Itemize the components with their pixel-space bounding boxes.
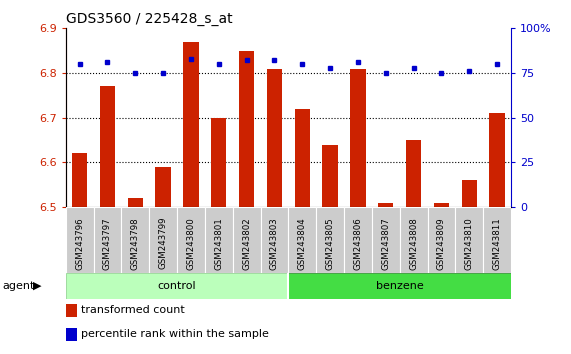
Text: GSM243798: GSM243798 <box>131 217 140 269</box>
Text: GSM243796: GSM243796 <box>75 217 84 269</box>
Text: GSM243803: GSM243803 <box>270 217 279 270</box>
Bar <box>461 180 477 207</box>
Text: GSM243808: GSM243808 <box>409 217 418 270</box>
Bar <box>288 207 316 273</box>
Text: GSM243811: GSM243811 <box>493 217 502 270</box>
Text: GSM243805: GSM243805 <box>325 217 335 270</box>
Bar <box>406 140 421 207</box>
Bar <box>66 273 288 299</box>
Bar <box>183 42 199 207</box>
Bar <box>456 207 483 273</box>
Bar <box>127 198 143 207</box>
Bar <box>288 273 511 299</box>
Bar <box>295 109 310 207</box>
Bar <box>344 207 372 273</box>
Text: GSM243801: GSM243801 <box>214 217 223 270</box>
Text: percentile rank within the sample: percentile rank within the sample <box>81 329 269 339</box>
Bar <box>323 144 338 207</box>
Bar <box>372 207 400 273</box>
Text: agent: agent <box>3 281 35 291</box>
Bar <box>94 207 122 273</box>
Bar <box>233 207 260 273</box>
Bar <box>72 154 87 207</box>
Bar <box>211 118 227 207</box>
Text: GSM243809: GSM243809 <box>437 217 446 269</box>
Text: GSM243807: GSM243807 <box>381 217 391 270</box>
Bar <box>205 207 233 273</box>
Bar <box>149 207 177 273</box>
Bar <box>400 207 428 273</box>
Bar <box>428 207 456 273</box>
Bar <box>267 69 282 207</box>
Bar <box>155 167 171 207</box>
Bar <box>483 207 511 273</box>
Text: GSM243800: GSM243800 <box>186 217 195 270</box>
Bar <box>434 202 449 207</box>
Text: transformed count: transformed count <box>81 305 185 315</box>
Bar <box>489 113 505 207</box>
Bar <box>350 69 365 207</box>
Text: GSM243797: GSM243797 <box>103 217 112 269</box>
Bar <box>66 304 77 316</box>
Bar <box>100 86 115 207</box>
Bar <box>378 202 393 207</box>
Text: benzene: benzene <box>376 281 424 291</box>
Bar <box>122 207 149 273</box>
Text: GDS3560 / 225428_s_at: GDS3560 / 225428_s_at <box>66 12 232 27</box>
Bar <box>260 207 288 273</box>
Text: GSM243802: GSM243802 <box>242 217 251 270</box>
Text: GSM243806: GSM243806 <box>353 217 363 270</box>
Text: GSM243810: GSM243810 <box>465 217 474 270</box>
Bar <box>66 207 94 273</box>
Bar <box>177 207 205 273</box>
Text: control: control <box>158 281 196 291</box>
Text: ▶: ▶ <box>33 281 41 291</box>
Bar <box>66 328 77 341</box>
Text: GSM243804: GSM243804 <box>297 217 307 270</box>
Bar <box>239 51 254 207</box>
Text: GSM243799: GSM243799 <box>159 217 168 269</box>
Bar <box>316 207 344 273</box>
